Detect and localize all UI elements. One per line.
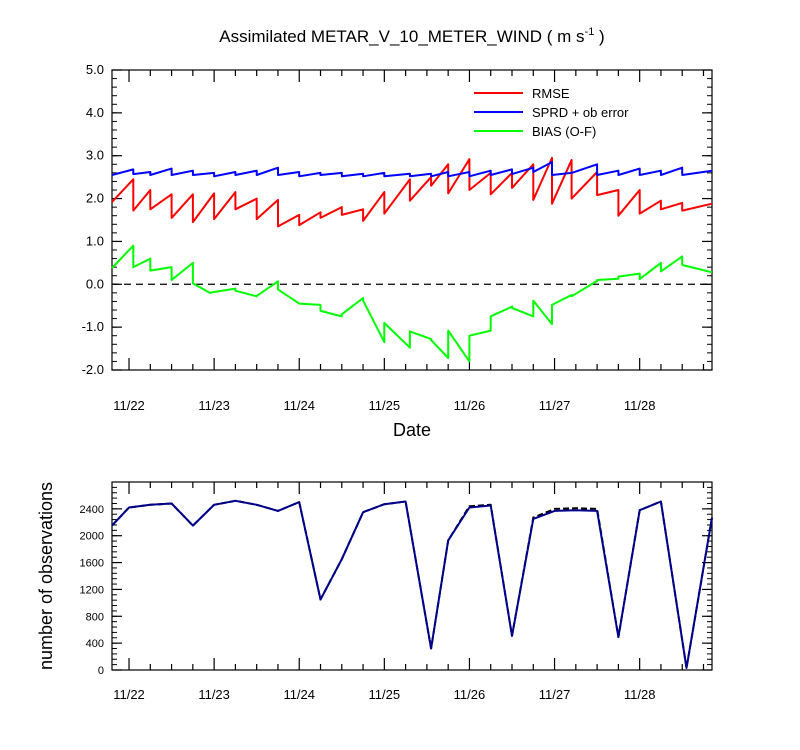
rmse-spread-bias-panel: 11/22 11/23 11/24 11/25 11/26 11/27 11/28 5.0 4.… — [82, 26, 713, 440]
legend-entry: SPRD + ob error — [532, 105, 629, 120]
series-line-assimilated — [111, 499, 713, 669]
series-line-possible — [111, 499, 713, 669]
x-tick-label: 11/28 — [624, 398, 656, 413]
series-line-sprd-ob-error — [111, 161, 713, 178]
y-tick-label: 0.0 — [86, 276, 104, 291]
x-tick-label: 11/27 — [539, 687, 571, 702]
y-tick-label: 800 — [86, 611, 104, 623]
series-line-bias-o-f — [111, 244, 713, 363]
x-tick-label: 11/28 — [624, 687, 656, 702]
y-tick-label: 400 — [86, 638, 104, 650]
y-tick-label: 2.0 — [86, 191, 104, 206]
x-tick-label: 11/27 — [539, 398, 571, 413]
y-tick-label: 1.0 — [86, 233, 104, 248]
x-tick-label: 11/26 — [454, 687, 486, 702]
x-axis-label: Date — [393, 420, 431, 440]
y-tick-label: 1600 — [80, 558, 104, 570]
y-tick-label: 1200 — [80, 584, 104, 596]
y-tick-label: -1.0 — [82, 319, 104, 334]
x-tick-label: 11/26 — [454, 398, 486, 413]
y-tick-label: 4.0 — [86, 105, 104, 120]
x-tick-label: 11/25 — [369, 398, 401, 413]
series-line-rmse — [111, 156, 713, 228]
x-tick-label: 11/23 — [198, 687, 230, 702]
plot-frame — [111, 481, 713, 671]
y-tick-label: 0 — [98, 665, 104, 677]
y-axis-label: number of observations — [36, 482, 56, 670]
x-tick-label: 11/24 — [283, 687, 315, 702]
x-tick-label: 11/22 — [113, 398, 145, 413]
y-tick-label: 2000 — [80, 531, 104, 543]
legend-entry: RMSE — [532, 86, 570, 101]
x-tick-label: 11/22 — [113, 687, 145, 702]
y-tick-label: 2400 — [80, 504, 104, 516]
x-tick-label: 11/23 — [198, 398, 230, 413]
chart-title: Assimilated METAR_V_10_METER_WIND ( m s-… — [219, 26, 604, 46]
x-tick-label: 11/25 — [369, 687, 401, 702]
y-tick-label: -2.0 — [82, 362, 104, 377]
y-tick-label: 5.0 — [86, 62, 104, 77]
observation-count-panel: 11/22 11/23 11/24 11/25 11/26 11/27 11/28 2400 2… — [36, 481, 713, 702]
y-tick-label: 3.0 — [86, 148, 104, 163]
x-tick-label: 11/24 — [283, 398, 315, 413]
legend-entry: BIAS (O-F) — [532, 124, 596, 139]
plot-frame — [111, 69, 713, 371]
